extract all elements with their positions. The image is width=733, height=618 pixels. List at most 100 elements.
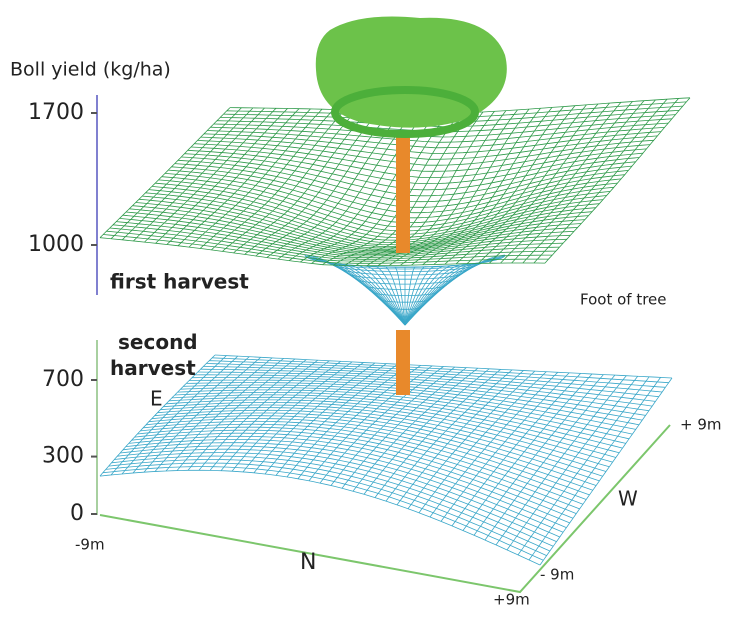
mesh-line: [174, 391, 626, 444]
mesh-line: [466, 102, 610, 264]
mesh-line: [374, 266, 406, 326]
mesh-line: [213, 118, 672, 138]
mesh-line: [404, 260, 492, 326]
tree-trunk: [396, 330, 410, 395]
mesh-line: [404, 264, 464, 326]
mesh-line: [539, 377, 673, 566]
mesh-line: [344, 111, 484, 266]
mesh-line: [163, 401, 613, 463]
mesh-line: [206, 363, 663, 393]
mesh-line: [400, 108, 541, 266]
mesh-line: [404, 266, 416, 326]
mesh-line: [396, 370, 524, 506]
mesh-line: [214, 354, 673, 379]
mesh-line: [307, 257, 406, 326]
mesh-line: [194, 374, 649, 412]
mesh-line: [207, 127, 665, 149]
mesh-line: [528, 377, 661, 561]
tick-label: 700: [42, 367, 84, 392]
mesh-line: [354, 265, 406, 326]
mesh-line: [355, 111, 495, 266]
mesh-line: [308, 365, 433, 482]
we-start: - 9m: [540, 566, 574, 584]
mesh-line: [506, 376, 639, 551]
mesh-line: [366, 110, 507, 267]
mesh-line: [418, 371, 547, 514]
mesh-line: [385, 369, 513, 502]
mesh-line: [544, 97, 691, 264]
mesh-line: [189, 379, 643, 421]
mesh-line: [484, 374, 616, 541]
mesh-line: [444, 104, 587, 265]
mesh-line: [517, 376, 650, 556]
mesh-line: [148, 189, 600, 241]
mesh-line: [404, 263, 472, 326]
mesh-line: [522, 98, 668, 264]
mesh-line: [210, 122, 669, 143]
mesh-line: [191, 377, 646, 416]
mesh-line: [184, 153, 640, 191]
we-end: + 9m: [680, 416, 722, 434]
ns-start: -9m: [75, 536, 105, 554]
ns-label: N: [300, 550, 316, 575]
mesh-line: [203, 131, 662, 154]
mesh-line: [404, 266, 426, 326]
mesh-line: [177, 389, 630, 440]
mesh-line: [394, 266, 406, 326]
mesh-line: [186, 382, 640, 426]
mesh-line: [187, 149, 643, 185]
mesh-line: [168, 169, 622, 219]
mesh-line: [433, 105, 576, 265]
mesh-line: [197, 139, 654, 166]
mesh-line: [533, 98, 679, 264]
axis-label: Boll yield (kg/ha): [10, 59, 171, 81]
mesh-line: [200, 368, 656, 402]
tree-crown-outline: [331, 86, 479, 138]
base-frame: [99, 424, 671, 594]
first-harvest-label: first harvest: [110, 270, 249, 294]
tick-label: 1700: [28, 100, 84, 125]
mesh-line: [473, 374, 604, 536]
mesh-line: [364, 265, 406, 326]
mesh-line: [404, 261, 486, 326]
tree-trunk: [396, 135, 410, 253]
mesh-line: [500, 100, 645, 264]
surfaces: [99, 97, 691, 566]
tick-label: 1000: [28, 232, 84, 257]
mesh-line: [157, 407, 607, 472]
mesh-line: [411, 107, 553, 266]
mesh-line: [161, 176, 614, 228]
mesh-line: [422, 106, 564, 266]
mesh-line: [200, 135, 658, 160]
mesh-line: [212, 357, 669, 384]
mesh-line: [404, 257, 503, 326]
mesh-line: [203, 365, 659, 398]
mesh-line: [489, 101, 633, 264]
we-label: W: [618, 487, 638, 511]
mesh-line: [363, 368, 490, 495]
mesh-line: [168, 396, 620, 454]
mesh-line: [407, 370, 536, 509]
mesh-line: [404, 262, 480, 326]
mesh-line: [209, 360, 666, 388]
mesh-line: [374, 369, 501, 498]
mesh-line: [404, 265, 456, 326]
mesh-line: [451, 373, 581, 527]
mesh-line: [495, 375, 627, 546]
ns-end: +9m: [493, 591, 530, 609]
mesh-line: [166, 399, 617, 458]
east-label: E: [150, 387, 163, 411]
mesh-line: [160, 404, 610, 468]
mesh-line: [404, 265, 446, 326]
mesh-line: [194, 143, 651, 172]
second-harvest-label: second harvest: [110, 330, 198, 380]
mesh-line: [338, 263, 406, 326]
mesh-line: [341, 367, 467, 489]
mesh-line: [389, 108, 530, 266]
mesh-line: [440, 372, 570, 522]
mesh-line: [478, 102, 622, 264]
mesh-line: [164, 173, 618, 224]
mesh-line: [352, 367, 479, 492]
mesh-line: [384, 266, 406, 326]
mesh-line: [155, 108, 288, 244]
